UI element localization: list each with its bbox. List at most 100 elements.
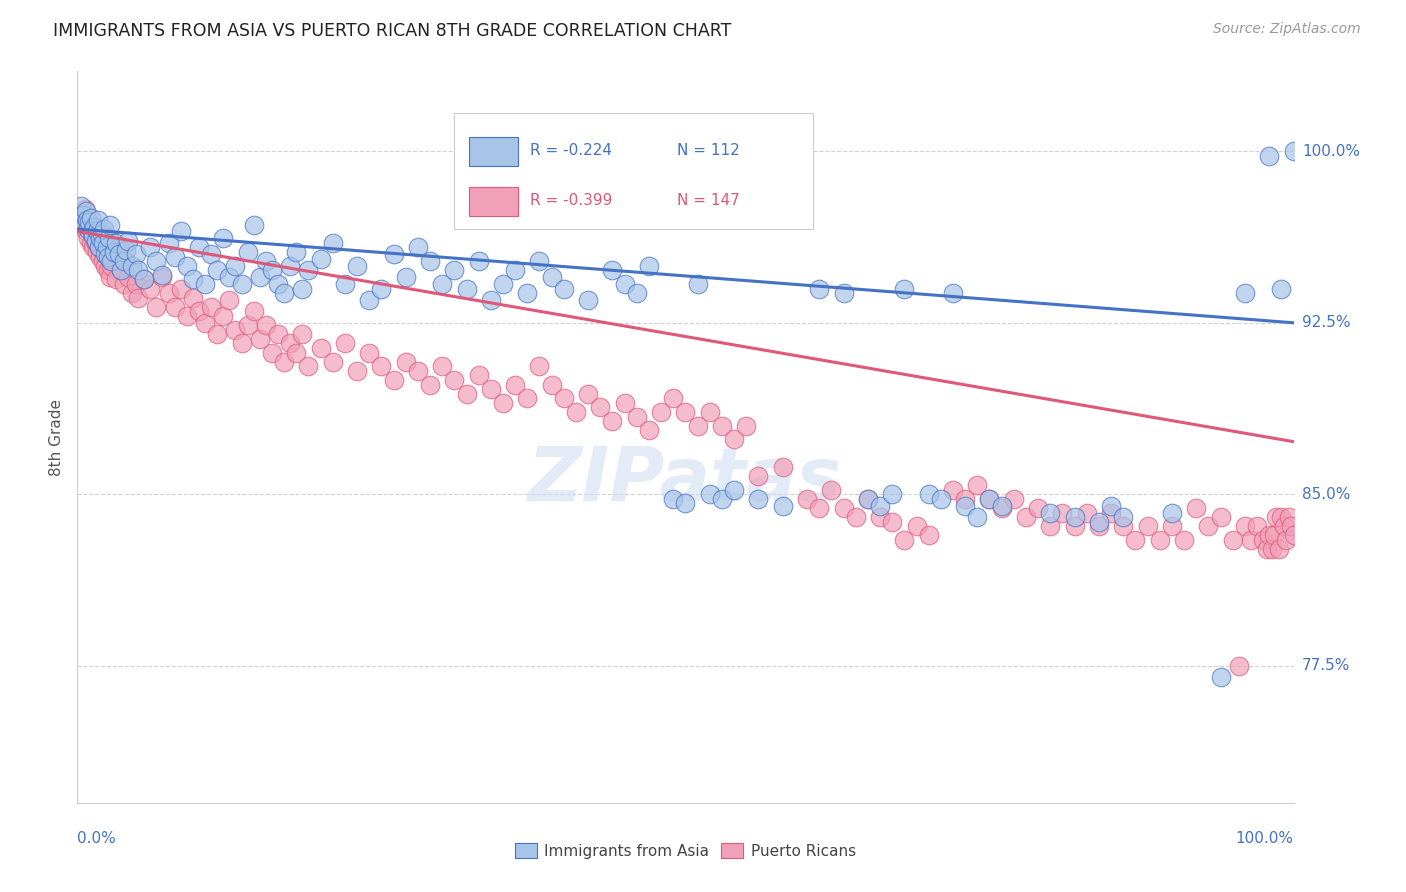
Point [419, 377, 441, 392]
Point [503, 377, 526, 392]
Point [97, 250, 120, 264]
Point [79, 215, 101, 229]
Point [942, 286, 965, 301]
Point [76, 213, 98, 227]
Point [430, 359, 453, 374]
Point [145, 254, 167, 268]
Point [278, 259, 301, 273]
Point [181, 291, 204, 305]
Point [70, 199, 93, 213]
Text: R = -0.224: R = -0.224 [530, 143, 612, 158]
Point [626, 286, 648, 301]
Point [278, 336, 301, 351]
Point [110, 263, 132, 277]
Point [134, 272, 156, 286]
Point [96, 240, 118, 254]
Point [322, 235, 344, 250]
Point [249, 270, 271, 285]
Point [699, 405, 721, 419]
Point [1227, 658, 1250, 673]
Point [1209, 670, 1232, 684]
Point [260, 345, 283, 359]
Point [832, 500, 855, 515]
Point [456, 281, 478, 295]
Text: Source: ZipAtlas.com: Source: ZipAtlas.com [1213, 22, 1361, 37]
Point [966, 478, 988, 492]
Point [297, 263, 319, 277]
FancyBboxPatch shape [470, 187, 517, 216]
Point [370, 359, 392, 374]
Point [602, 263, 624, 277]
Text: ZIPatas: ZIPatas [529, 444, 842, 517]
Point [1240, 533, 1263, 547]
Point [796, 491, 818, 506]
Text: 100.0%: 100.0% [1236, 830, 1294, 846]
Text: R = -0.399: R = -0.399 [530, 193, 612, 208]
Point [121, 286, 143, 301]
Point [942, 483, 965, 497]
Point [285, 345, 308, 359]
Point [1149, 533, 1171, 547]
Point [503, 263, 526, 277]
Point [94, 247, 117, 261]
Point [72, 218, 94, 232]
Point [100, 254, 122, 268]
Point [86, 224, 108, 238]
Point [710, 418, 733, 433]
Point [479, 293, 502, 307]
Point [105, 235, 128, 250]
Point [990, 499, 1012, 513]
Point [492, 396, 515, 410]
Point [747, 491, 769, 506]
Point [90, 227, 112, 241]
Point [260, 263, 283, 277]
Point [1039, 519, 1062, 533]
Point [188, 240, 211, 254]
Point [395, 354, 418, 368]
Point [212, 309, 235, 323]
Point [98, 270, 121, 285]
Point [273, 354, 295, 368]
Point [1209, 510, 1232, 524]
Point [1112, 519, 1135, 533]
Text: 85.0%: 85.0% [1302, 487, 1350, 501]
Point [91, 235, 114, 250]
Point [218, 270, 240, 285]
Point [267, 327, 290, 342]
Point [121, 259, 143, 273]
Point [176, 259, 198, 273]
Point [772, 499, 794, 513]
Point [456, 386, 478, 401]
Point [395, 270, 418, 285]
Point [139, 281, 162, 295]
Point [1161, 506, 1184, 520]
Point [231, 336, 253, 351]
Point [1268, 542, 1291, 557]
Point [638, 423, 661, 437]
Point [953, 499, 976, 513]
Point [194, 316, 217, 330]
Point [1272, 519, 1295, 533]
Point [1256, 542, 1278, 557]
Point [565, 405, 588, 419]
Point [808, 500, 831, 515]
Point [723, 433, 745, 447]
Point [139, 240, 162, 254]
Point [157, 286, 180, 301]
Point [291, 327, 314, 342]
Point [115, 254, 138, 268]
Point [467, 368, 489, 383]
Point [194, 277, 217, 291]
Point [723, 483, 745, 497]
Text: 100.0%: 100.0% [1302, 144, 1360, 159]
Point [90, 235, 112, 250]
Point [176, 309, 198, 323]
Point [1088, 519, 1111, 533]
Point [105, 272, 128, 286]
Point [205, 263, 228, 277]
Point [979, 491, 1001, 506]
Point [80, 211, 103, 225]
Text: 0.0%: 0.0% [77, 830, 117, 846]
Point [1063, 519, 1085, 533]
Point [117, 234, 139, 248]
